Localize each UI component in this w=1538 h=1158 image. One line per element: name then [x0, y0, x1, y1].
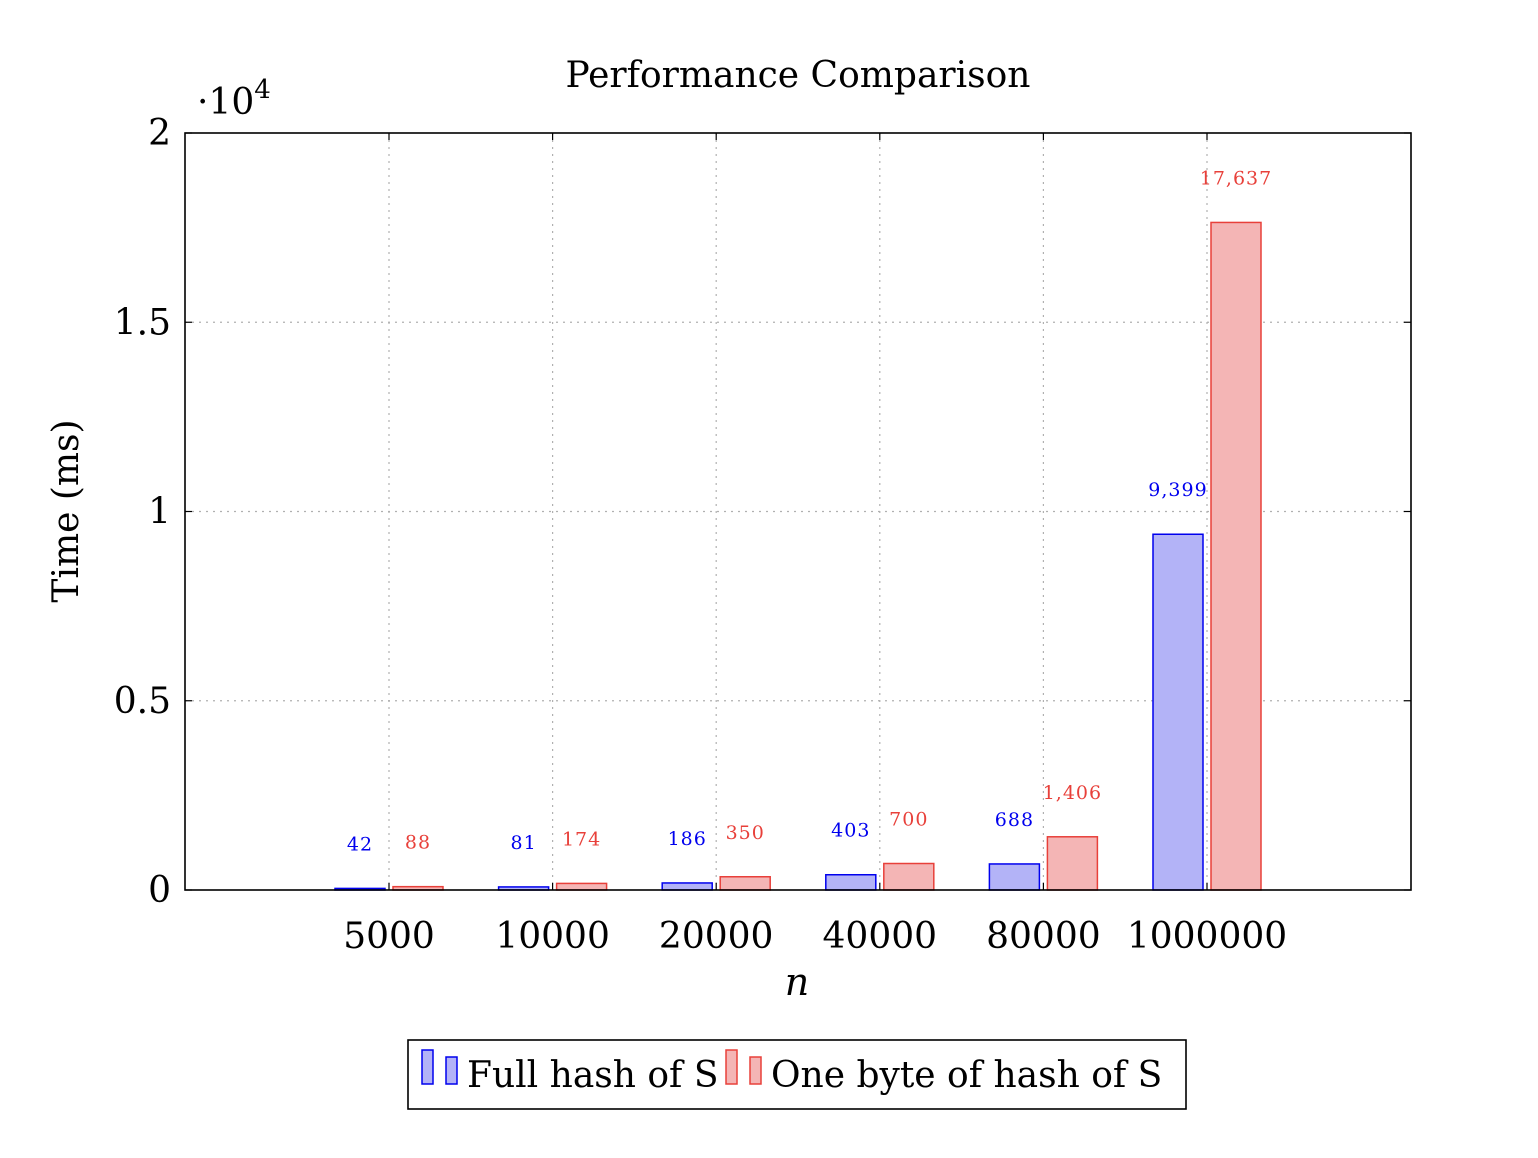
x-tick-label: 80000 [986, 916, 1101, 957]
y-scale-label: ·104 [197, 75, 271, 123]
data-label-series-1: 186 [668, 828, 707, 850]
legend: Full hash of S One byte of hash of S [407, 1039, 1187, 1110]
data-label-series-1: 403 [831, 820, 870, 842]
x-tick-label: 1000000 [1127, 916, 1287, 957]
bar-series-2 [1210, 221, 1262, 891]
y-tick-label: 0 [148, 870, 171, 911]
grid-lines [185, 133, 1411, 890]
legend-frame [407, 1039, 1187, 1110]
y-tick-label: 2 [148, 113, 171, 154]
data-label-series-2: 700 [889, 809, 928, 831]
x-tick-label: 10000 [495, 916, 610, 957]
x-tick-label: 5000 [343, 916, 435, 957]
data-label-series-2: 1,406 [1043, 782, 1102, 804]
chart-title: Performance Comparison [566, 55, 1031, 96]
bar-series-1 [825, 873, 877, 891]
data-label-series-2: 17,637 [1200, 167, 1272, 189]
legend-swatch [445, 1056, 458, 1085]
bar-series-1 [988, 863, 1041, 891]
x-axis-label: n [785, 960, 809, 1004]
x-tick-label: 20000 [659, 916, 774, 957]
y-scale-exponent: 4 [254, 75, 271, 105]
y-tick-label: 1 [148, 492, 171, 533]
data-labels: 42 81 186 403 688 9,399 88 174 350 700 1,406 17,637 [347, 167, 1272, 855]
bar-series-1 [1152, 533, 1204, 891]
data-label-series-2: 88 [405, 832, 431, 854]
legend-swatch [725, 1049, 738, 1085]
data-label-series-2: 174 [562, 828, 601, 850]
bar-series-2 [719, 876, 771, 891]
y-tick-label: 1.5 [114, 302, 171, 343]
bars [334, 221, 1262, 891]
bar-series-2 [555, 882, 608, 891]
y-scale-base: ·10 [197, 82, 254, 123]
legend-label: One byte of hash of S [771, 1055, 1162, 1096]
y-tick-label: 0.5 [114, 681, 171, 722]
bar-series-2 [1046, 836, 1099, 891]
y-axis-label: Time (ms) [46, 419, 87, 602]
legend-swatch [749, 1056, 762, 1085]
axis-ticks: 0 0.5 1 1.5 2 5000 10000 20000 40000 80000 1000000 [114, 113, 1411, 957]
legend-label: Full hash of S [467, 1055, 719, 1096]
bar-series-1 [661, 882, 713, 891]
data-label-series-1: 81 [511, 832, 537, 854]
legend-items: Full hash of S One byte of hash of S [421, 1049, 1162, 1096]
bar-series-2 [883, 862, 935, 891]
x-tick-label: 40000 [823, 916, 938, 957]
legend-swatch [421, 1049, 434, 1085]
data-label-series-1: 9,399 [1148, 479, 1207, 501]
data-label-series-1: 688 [995, 809, 1034, 831]
data-label-series-1: 42 [347, 833, 373, 855]
data-label-series-2: 350 [726, 822, 765, 844]
